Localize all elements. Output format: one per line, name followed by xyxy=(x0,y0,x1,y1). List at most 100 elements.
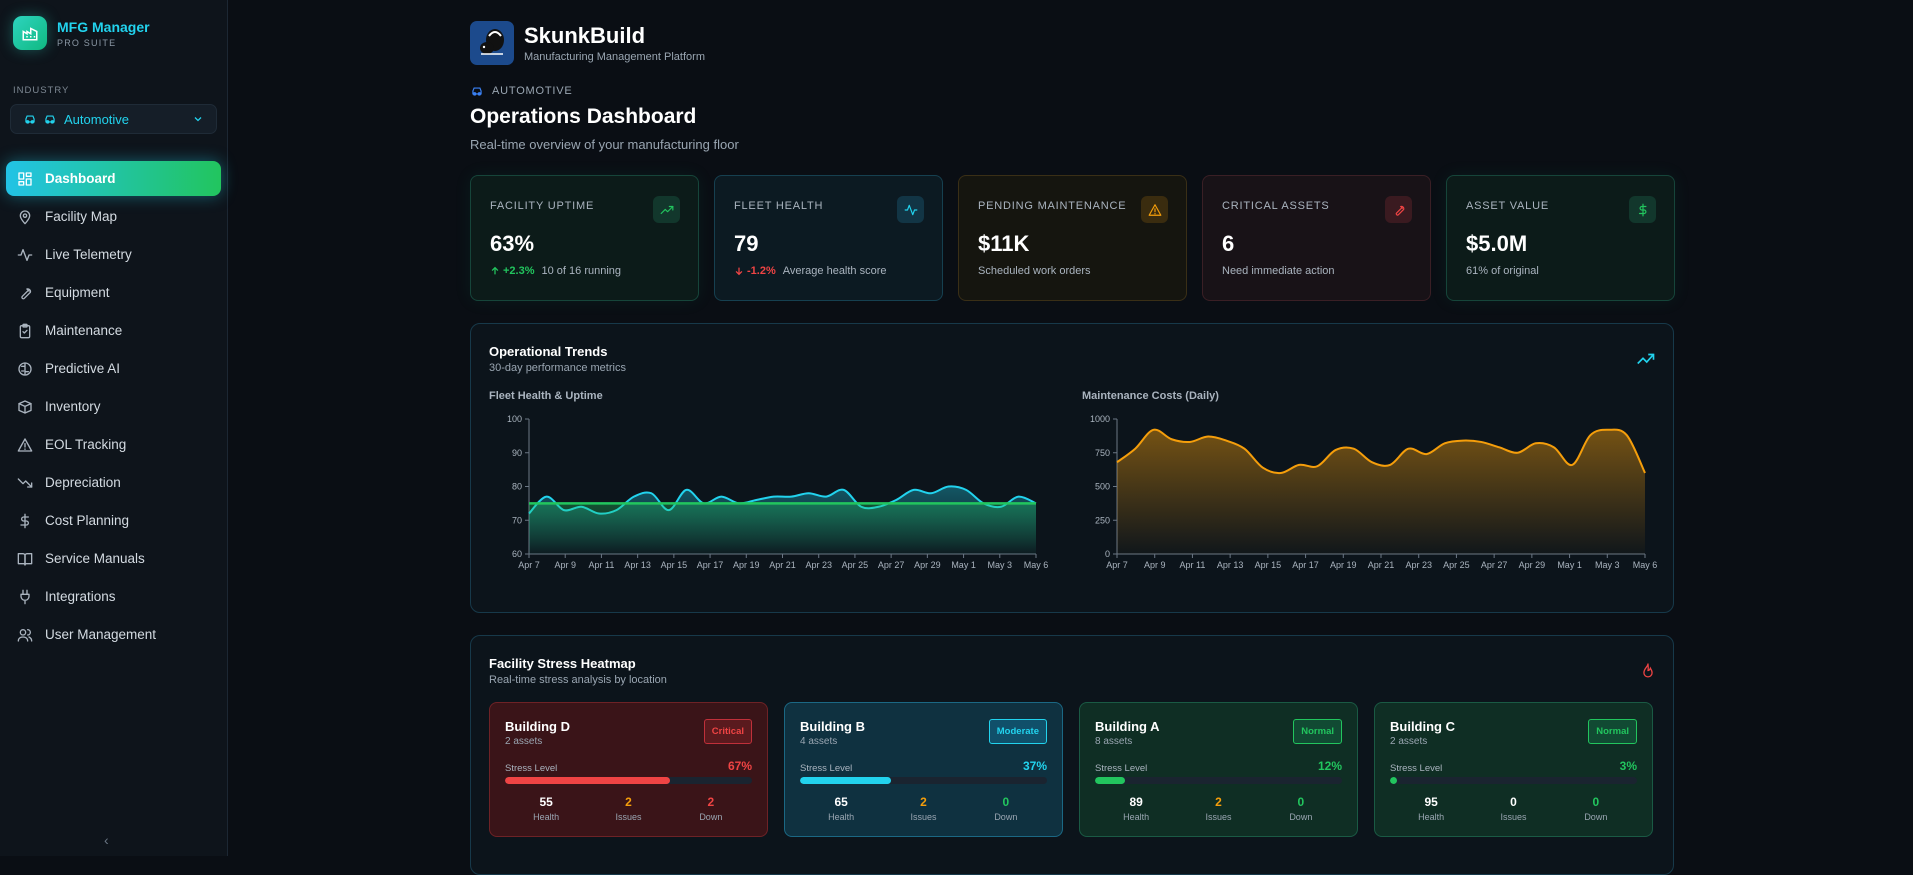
breadcrumb-label: AUTOMOTIVE xyxy=(492,85,573,97)
facility-stress-heatmap-panel: Facility Stress Heatmap Real-time stress… xyxy=(470,635,1674,875)
trending-up-icon xyxy=(1637,353,1655,365)
warning-triangle-icon xyxy=(17,437,33,452)
x-tick-label: Apr 19 xyxy=(1330,560,1357,570)
maintenance-cost-chart: 0 250 500 750 1000 Apr 7 Apr 9 Apr 11 Apr 13 Apr … xyxy=(1090,414,1657,570)
sidebar-item-eol-tracking[interactable]: EOL Tracking xyxy=(6,427,221,462)
collapse-sidebar-button[interactable]: ‹ xyxy=(104,832,109,848)
sidebar-item-equipment[interactable]: Equipment xyxy=(6,275,221,310)
skunk-logo-icon xyxy=(470,21,514,65)
sidebar-item-integrations[interactable]: Integrations xyxy=(6,579,221,614)
building-stats: 55 Health 2 Issues 2 Down xyxy=(505,795,752,822)
sidebar-item-inventory[interactable]: Inventory xyxy=(6,389,221,424)
car-icon xyxy=(45,115,55,124)
kpi-footnote: 61% of original xyxy=(1466,265,1539,277)
health-value: 89 xyxy=(1129,795,1143,809)
issues-value: 0 xyxy=(1510,795,1517,809)
x-tick-label: Apr 9 xyxy=(554,560,576,570)
cost-chart-label: Maintenance Costs (Daily) xyxy=(1082,390,1219,402)
issues-value: 2 xyxy=(920,795,927,809)
down-caption: Down xyxy=(1584,812,1608,822)
health-caption: Health xyxy=(1418,812,1445,822)
building-card-building-b[interactable]: Building B 4 assets Moderate Stress Level 37… xyxy=(784,702,1063,837)
kpi-value: $5.0M xyxy=(1466,231,1528,256)
stress-label: Stress Level xyxy=(1095,763,1148,774)
sidebar-item-label: Live Telemetry xyxy=(45,247,132,262)
sidebar-item-service-manuals[interactable]: Service Manuals xyxy=(6,541,221,576)
stress-bar xyxy=(1390,777,1637,784)
wrench-icon xyxy=(1395,205,1404,216)
x-tick-label: Apr 21 xyxy=(769,560,796,570)
x-tick-label: Apr 7 xyxy=(518,560,540,570)
health-value: 65 xyxy=(834,795,848,809)
status-badge: Critical xyxy=(703,719,752,744)
sidebar-item-live-telemetry[interactable]: Live Telemetry xyxy=(6,237,221,272)
building-card-building-c[interactable]: Building C 2 assets Normal Stress Level 3% 95… xyxy=(1374,702,1653,837)
sidebar-item-label: Service Manuals xyxy=(45,551,145,566)
x-tick-label: Apr 23 xyxy=(1405,560,1432,570)
page-title: Operations Dashboard xyxy=(470,105,697,128)
stress-bar-fill xyxy=(1095,777,1125,784)
kpi-delta: +2.3% xyxy=(490,265,535,277)
building-stats: 95 Health 0 Issues 0 Down xyxy=(1390,795,1637,822)
sidebar-item-maintenance[interactable]: Maintenance xyxy=(6,313,221,348)
y-tick-label: 1000 xyxy=(1090,414,1110,424)
kpi-card-facility-uptime[interactable]: FACILITY UPTIME 63% +2.3% 10 of 16 running xyxy=(470,175,699,301)
brain-icon xyxy=(18,361,32,376)
sidebar-item-dashboard[interactable]: Dashboard xyxy=(6,161,221,196)
kpi-label: PENDING MAINTENANCE xyxy=(978,200,1127,212)
stress-label: Stress Level xyxy=(1390,763,1443,774)
x-tick-label: May 3 xyxy=(1595,560,1620,570)
app-subtitle: Manufacturing Management Platform xyxy=(524,51,705,63)
x-tick-label: Apr 25 xyxy=(842,560,869,570)
kpi-card-pending-maintenance[interactable]: PENDING MAINTENANCE $11K Scheduled work or… xyxy=(958,175,1187,301)
stress-label: Stress Level xyxy=(800,763,853,774)
sidebar-item-cost-planning[interactable]: Cost Planning xyxy=(6,503,221,538)
y-tick-label: 90 xyxy=(512,448,522,458)
y-tick-label: 250 xyxy=(1095,515,1110,525)
trends-title: Operational Trends xyxy=(489,344,608,359)
x-tick-label: May 6 xyxy=(1024,560,1049,570)
series-area xyxy=(529,503,1036,554)
kpi-icon-badge xyxy=(1141,196,1168,223)
kpi-card-asset-value[interactable]: ASSET VALUE $5.0M 61% of original xyxy=(1446,175,1675,301)
page-subtitle: Real-time overview of your manufacturing… xyxy=(470,137,739,152)
kpi-label: FACILITY UPTIME xyxy=(490,200,595,212)
down-value: 2 xyxy=(707,795,715,809)
industry-select[interactable]: Automotive xyxy=(10,104,217,134)
sidebar-item-user-management[interactable]: User Management xyxy=(6,617,221,652)
x-tick-label: Apr 21 xyxy=(1368,560,1395,570)
down-value: 0 xyxy=(1592,795,1600,809)
stress-percent: 67% xyxy=(727,759,752,773)
stress-label: Stress Level xyxy=(505,763,558,774)
sidebar-item-depreciation[interactable]: Depreciation xyxy=(6,465,221,500)
sidebar-item-predictive-ai[interactable]: Predictive AI xyxy=(6,351,221,386)
x-tick-label: Apr 19 xyxy=(733,560,760,570)
building-assets: 4 assets xyxy=(800,736,838,747)
x-tick-label: Apr 29 xyxy=(914,560,941,570)
kpi-card-fleet-health[interactable]: FLEET HEALTH 79 -1.2% Average health score xyxy=(714,175,943,301)
x-tick-label: Apr 15 xyxy=(1255,560,1282,570)
sidebar-item-label: Maintenance xyxy=(45,323,123,338)
building-card-building-d[interactable]: Building D 2 assets Critical Stress Level 67… xyxy=(489,702,768,837)
dollar-icon xyxy=(1638,203,1646,216)
trending-up-icon xyxy=(660,205,673,214)
kpi-icon-badge xyxy=(1385,196,1412,223)
industry-label: INDUSTRY xyxy=(13,85,70,96)
stress-bar-fill xyxy=(800,777,892,784)
y-tick-label: 0 xyxy=(1105,549,1110,559)
industry-value: Automotive xyxy=(64,111,130,127)
sidebar-item-facility-map[interactable]: Facility Map xyxy=(6,199,221,234)
kpi-icon-badge xyxy=(1629,196,1656,223)
brand[interactable]: MFG Manager PRO SUITE xyxy=(13,16,150,50)
sidebar-item-label: Depreciation xyxy=(45,475,121,490)
building-assets: 2 assets xyxy=(505,736,543,747)
kpi-footnote: Need immediate action xyxy=(1222,265,1335,277)
building-card-building-a[interactable]: Building A 8 assets Normal Stress Level 12% 8… xyxy=(1079,702,1358,837)
issues-caption: Issues xyxy=(615,812,642,822)
kpi-card-critical-assets[interactable]: CRITICAL ASSETS 6 Need immediate action xyxy=(1202,175,1431,301)
kpi-label: CRITICAL ASSETS xyxy=(1222,200,1330,212)
dollar-icon xyxy=(20,513,29,528)
x-tick-label: Apr 29 xyxy=(1519,560,1546,570)
arrow-up-icon xyxy=(491,266,499,275)
x-tick-label: Apr 9 xyxy=(1144,560,1166,570)
